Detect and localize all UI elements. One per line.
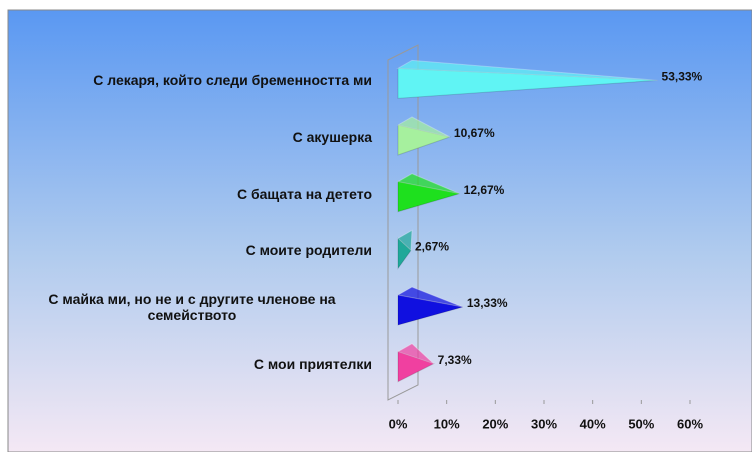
category-text: С майка ми, но не и с другите членове на… [48,291,336,323]
category-label: С мои приятелки [12,356,372,372]
value-label: 12,67% [464,183,505,197]
bar [397,181,460,213]
back-wall [387,44,419,401]
bar-top [396,343,435,365]
category-label: С моите родители [12,242,372,258]
category-text: С бащата на детето [236,185,372,202]
x-tick-label: 0% [389,416,408,431]
x-tick-label: 40% [580,416,606,431]
bar-top [396,59,658,81]
category-text: С моите родители [245,242,372,259]
value-label: 7,33% [438,353,472,367]
category-label: С бащата на детето [12,186,372,202]
background [7,9,752,452]
bar-top [396,286,464,308]
bar-top [396,116,451,138]
category-text: С мои приятелки [253,355,372,372]
x-tick-label: 30% [531,416,557,431]
x-tick-label: 60% [677,416,703,431]
value-label: 10,67% [454,126,495,140]
category-text: С акушерка [292,129,372,145]
category-label: С майка ми, но не и с другите членове на… [12,291,372,323]
category-label: С лекаря, който следи бременността ми [12,72,372,88]
category-label: С акушерка [12,129,372,145]
x-tick-label: 10% [434,416,460,431]
value-label: 13,33% [467,296,508,310]
category-text: С лекаря, който следи бременността ми [93,72,372,89]
value-label: 53,33% [662,70,703,84]
x-tick-label: 20% [482,416,508,431]
value-label: 2,67% [415,240,449,254]
bar-top [397,229,413,252]
x-tick-label: 50% [628,416,654,431]
bar-top [396,173,460,195]
